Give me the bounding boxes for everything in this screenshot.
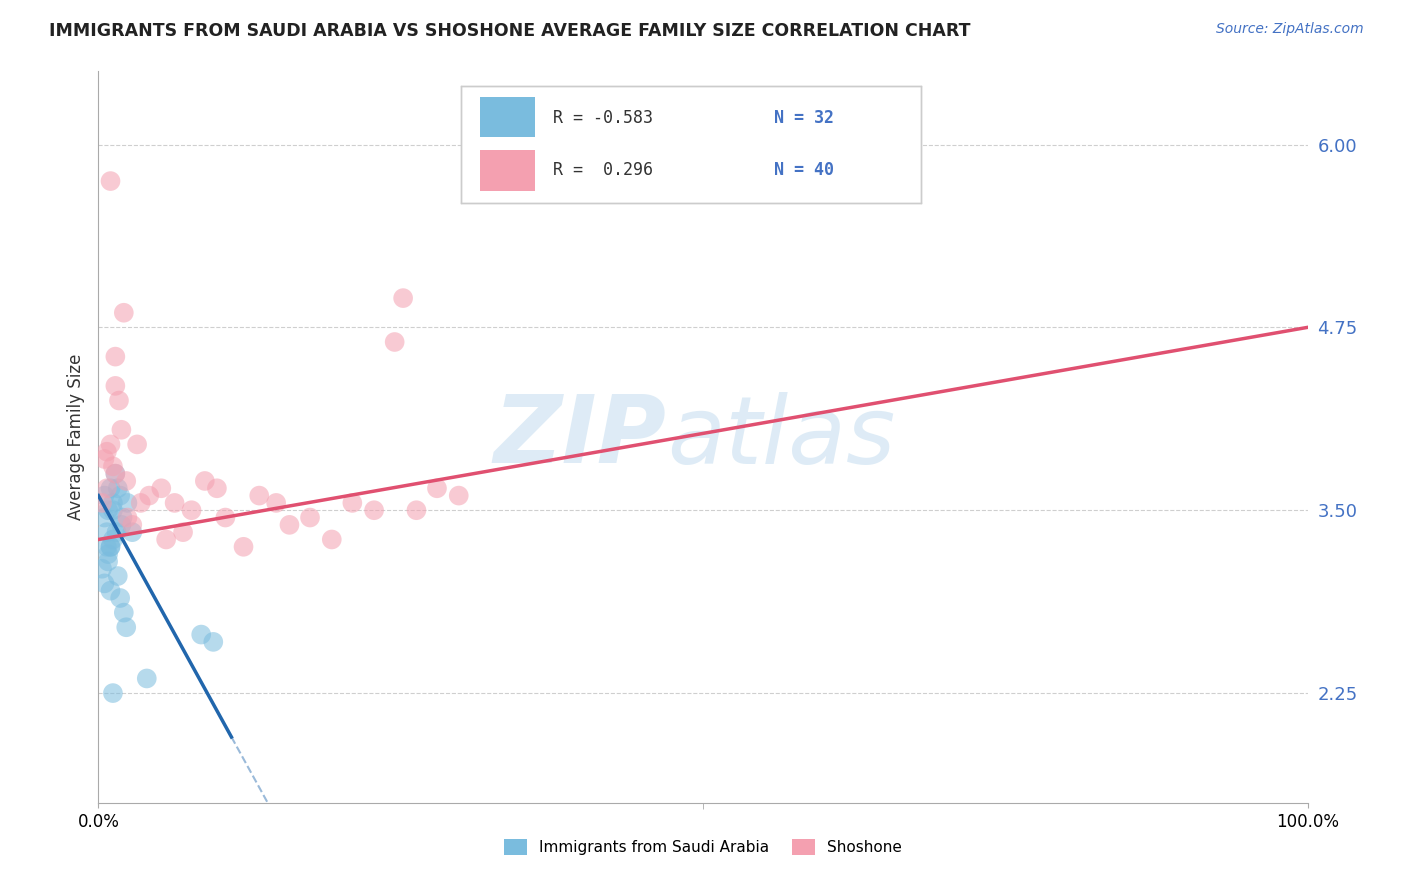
Point	[91, 562, 114, 576]
Point	[96, 540, 118, 554]
Point	[101, 459, 124, 474]
Point	[101, 686, 124, 700]
Point	[150, 481, 173, 495]
Point	[112, 306, 135, 320]
Point	[111, 510, 134, 524]
Point	[264, 496, 287, 510]
Text: atlas: atlas	[666, 392, 896, 483]
Point	[97, 503, 120, 517]
Y-axis label: Average Family Size: Average Family Size	[66, 354, 84, 520]
Point	[405, 503, 427, 517]
Point	[101, 533, 124, 547]
Point	[342, 496, 364, 510]
Point	[101, 496, 124, 510]
Point	[129, 496, 152, 510]
Point	[392, 291, 415, 305]
Point	[214, 510, 236, 524]
Point	[299, 510, 322, 524]
Point	[97, 547, 120, 561]
Point	[117, 496, 139, 510]
Point	[447, 489, 470, 503]
Point	[247, 489, 270, 503]
Point	[107, 569, 129, 583]
Point	[108, 489, 131, 503]
Point	[93, 576, 115, 591]
Point	[205, 481, 228, 495]
Point	[104, 379, 127, 393]
Point	[112, 606, 135, 620]
Point	[104, 467, 127, 481]
Point	[96, 481, 118, 495]
Point	[384, 334, 406, 349]
Point	[426, 481, 449, 495]
Point	[100, 540, 122, 554]
Point	[100, 583, 122, 598]
Point	[96, 444, 118, 458]
Text: IMMIGRANTS FROM SAUDI ARABIA VS SHOSHONE AVERAGE FAMILY SIZE CORRELATION CHART: IMMIGRANTS FROM SAUDI ARABIA VS SHOSHONE…	[49, 22, 970, 40]
Point	[104, 467, 127, 481]
Point	[110, 423, 132, 437]
Point	[127, 437, 149, 451]
Point	[138, 489, 160, 503]
Point	[101, 503, 124, 517]
Point	[108, 591, 131, 605]
Point	[93, 510, 115, 524]
Point	[155, 533, 177, 547]
Point	[100, 481, 122, 495]
Text: Source: ZipAtlas.com: Source: ZipAtlas.com	[1216, 22, 1364, 37]
Point	[107, 481, 129, 495]
Point	[180, 503, 202, 517]
Point	[96, 525, 118, 540]
Point	[202, 635, 225, 649]
Point	[110, 517, 132, 532]
Point	[97, 554, 120, 568]
Point	[108, 393, 131, 408]
Point	[115, 620, 138, 634]
Point	[190, 627, 212, 641]
Legend: Immigrants from Saudi Arabia, Shoshone: Immigrants from Saudi Arabia, Shoshone	[498, 833, 908, 861]
Point	[232, 540, 254, 554]
Point	[105, 525, 128, 540]
Point	[135, 672, 157, 686]
Text: ZIP: ZIP	[494, 391, 666, 483]
Point	[278, 517, 301, 532]
Point	[194, 474, 217, 488]
Point	[117, 510, 139, 524]
Point	[121, 517, 143, 532]
Point	[163, 496, 186, 510]
Point	[104, 350, 127, 364]
Point	[363, 503, 385, 517]
Point	[100, 174, 122, 188]
Point	[115, 474, 138, 488]
Point	[172, 525, 194, 540]
Point	[100, 540, 122, 554]
Point	[93, 452, 115, 467]
Point	[121, 525, 143, 540]
Point	[100, 437, 122, 451]
Point	[321, 533, 343, 547]
Point	[93, 489, 115, 503]
Point	[91, 496, 114, 510]
